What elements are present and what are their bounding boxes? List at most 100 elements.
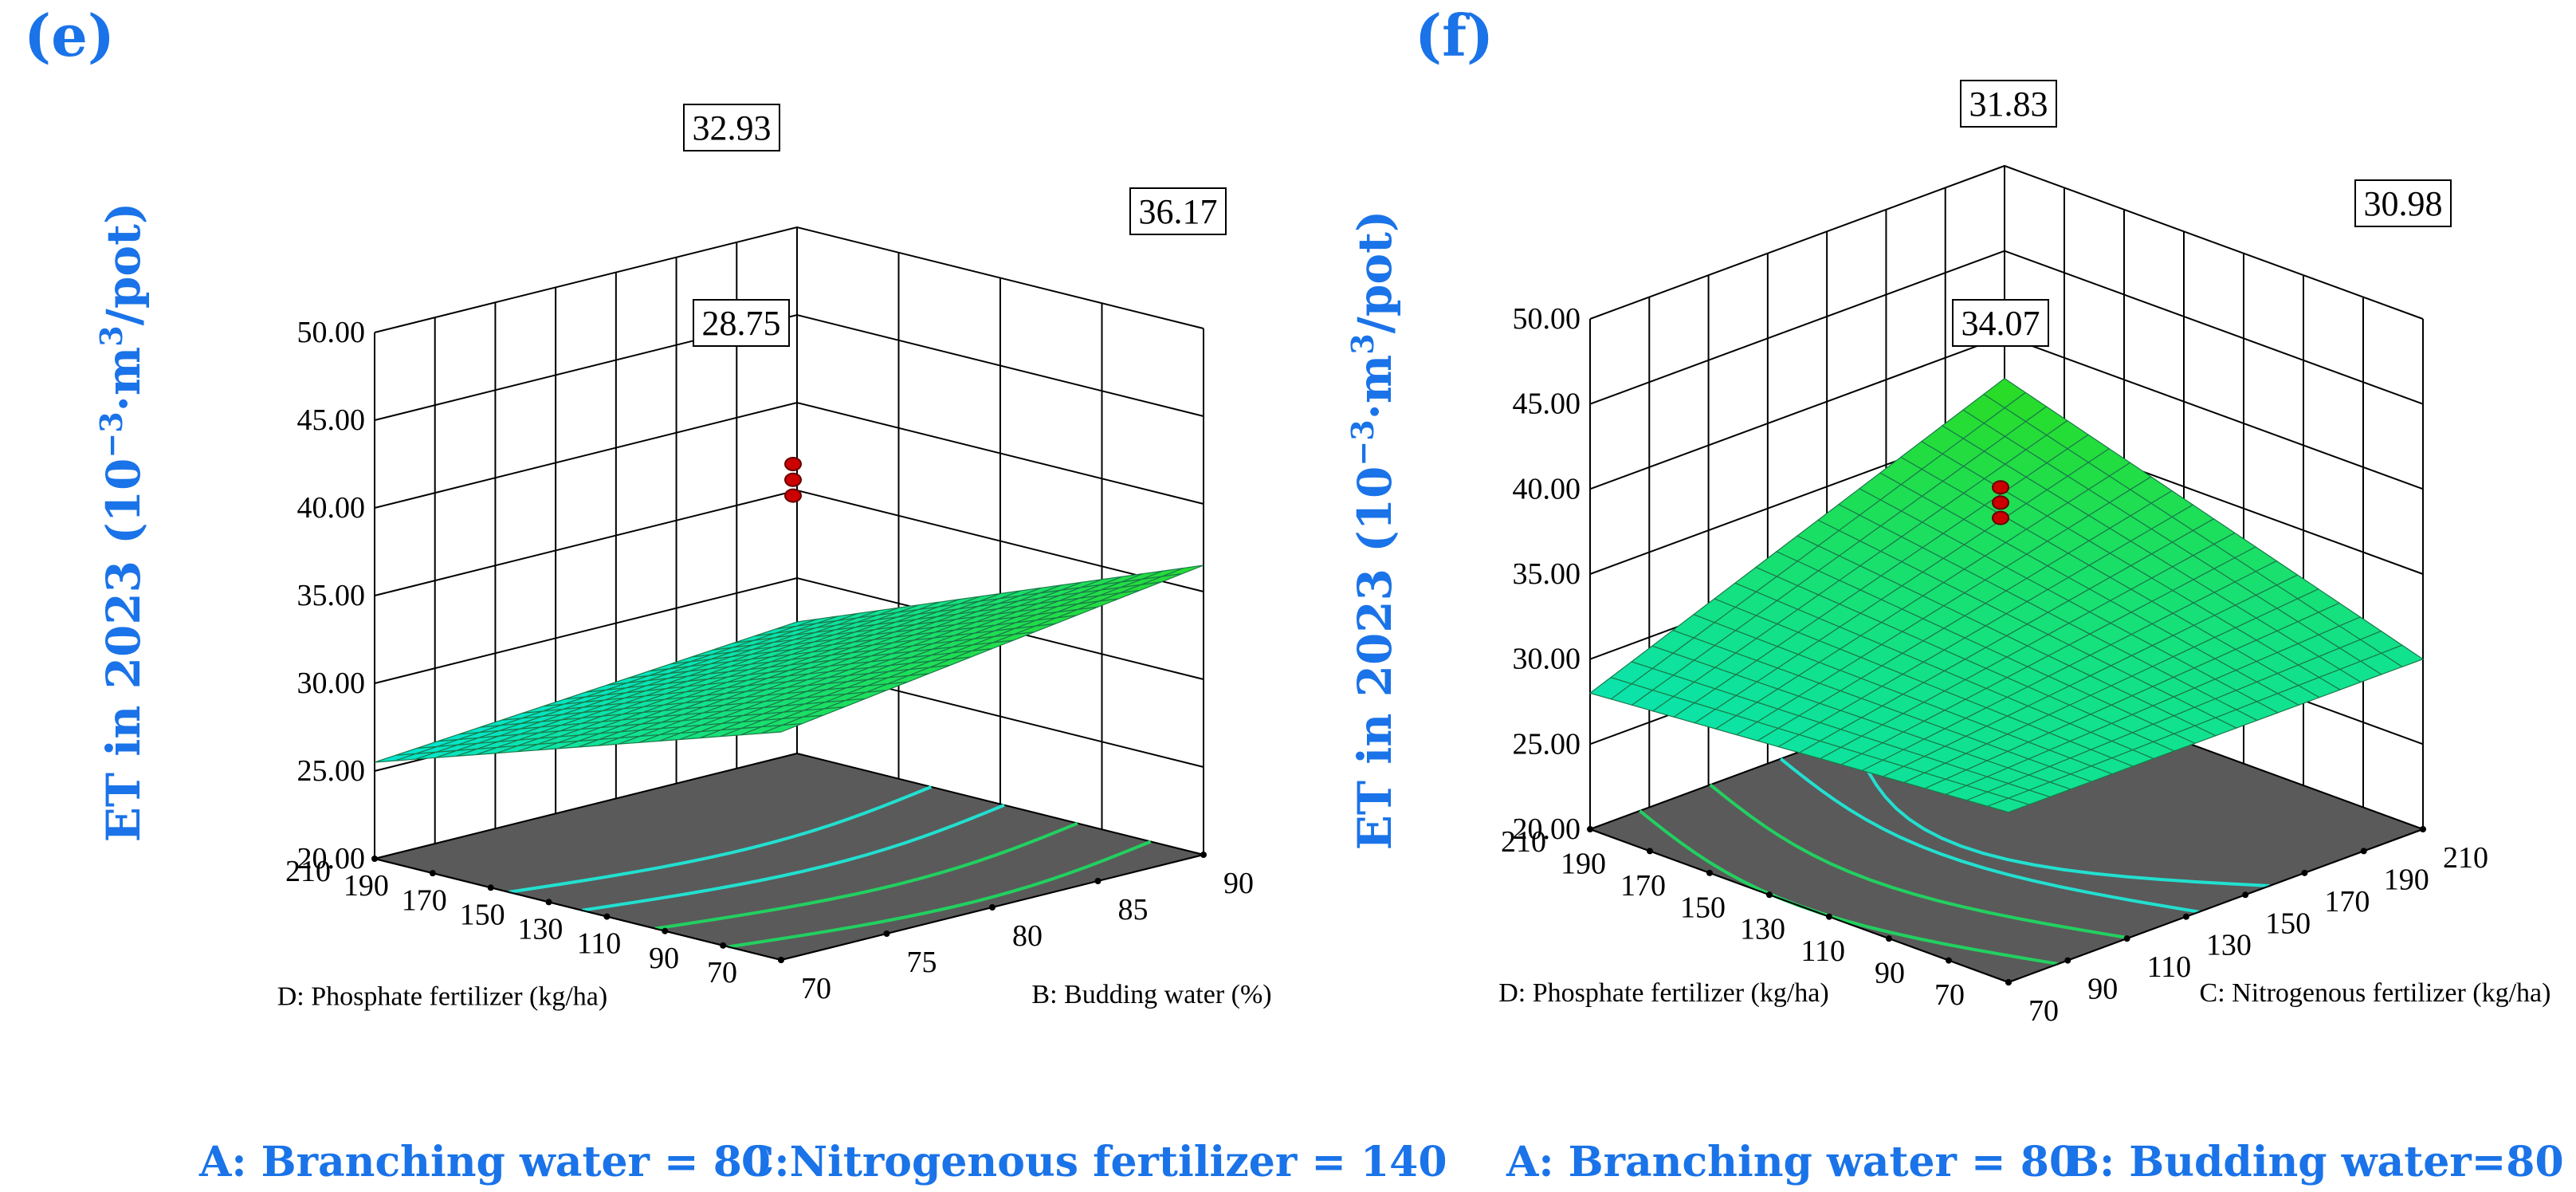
contour-line bbox=[1849, 732, 2270, 888]
left-tick-label: 210 bbox=[285, 855, 331, 888]
left-tick-label: 190 bbox=[1561, 847, 1606, 880]
z-tick-label: 35.00 bbox=[1513, 557, 1581, 591]
z-tick-label: 45.00 bbox=[1513, 387, 1581, 421]
grid-line bbox=[374, 313, 1204, 421]
callout-box bbox=[683, 104, 780, 151]
z-tick-label: 20.00 bbox=[1513, 812, 1581, 846]
design-point bbox=[784, 488, 802, 503]
right-axis-name: B: Budding water (%) bbox=[1031, 980, 1271, 1009]
left-tick-label: 150 bbox=[1680, 891, 1726, 924]
panel-label: (f) bbox=[1415, 2, 1494, 69]
z-tick-label: 50.00 bbox=[297, 316, 366, 349]
right-tick-label: 190 bbox=[2384, 863, 2429, 896]
right-tick-label: 70 bbox=[801, 972, 831, 1005]
left-tick bbox=[1826, 913, 1832, 920]
callout-box bbox=[1960, 80, 2057, 128]
right-tick-label: 80 bbox=[1012, 919, 1043, 953]
left-tick bbox=[545, 899, 552, 906]
left-tick-label: 150 bbox=[460, 898, 505, 931]
left-tick bbox=[1766, 891, 1773, 899]
right-tick-label: 170 bbox=[2324, 885, 2370, 919]
z-tick-label: 35.00 bbox=[297, 579, 366, 612]
z-tick-label: 20.00 bbox=[297, 842, 366, 875]
right-tick-label: 130 bbox=[2206, 929, 2252, 962]
left-tick bbox=[1946, 957, 1952, 964]
left-tick bbox=[1647, 848, 1653, 855]
left-tick bbox=[487, 884, 494, 891]
right-axis-name: C: Nitrogenous fertilizer (kg/ha) bbox=[2200, 978, 2551, 1008]
left-tick-label: 170 bbox=[402, 883, 447, 917]
left-tick-label: 110 bbox=[1800, 934, 1845, 968]
design-point bbox=[1992, 495, 2009, 510]
right-tick bbox=[778, 957, 784, 963]
grid-line bbox=[1589, 164, 2424, 320]
condition-label: C:Nitrogenous fertilizer = 140 bbox=[741, 1138, 1447, 1186]
left-tick-label: 130 bbox=[1740, 913, 1785, 946]
right-tick-label: 85 bbox=[1118, 893, 1149, 926]
left-tick-label: 70 bbox=[707, 956, 737, 989]
right-tick-label: 210 bbox=[2443, 841, 2488, 875]
left-tick-label: 110 bbox=[577, 927, 622, 961]
right-tick-label: 75 bbox=[907, 946, 937, 979]
callout-box bbox=[1129, 187, 1227, 235]
contour-line bbox=[654, 821, 1078, 930]
callout-value: 34.07 bbox=[1961, 304, 2040, 343]
callout-value: 32.93 bbox=[693, 108, 772, 148]
contour-line bbox=[581, 803, 1005, 912]
y-axis-label: ET in 2023 (10−3·m3/pot) bbox=[93, 203, 151, 843]
left-tick-label: 90 bbox=[1875, 957, 1905, 990]
contour-line bbox=[508, 785, 933, 894]
callout-value: 31.83 bbox=[1969, 85, 2048, 124]
panel-f: (f) ET in 2023 (10−3·m3/pot) 20.00 25.00 30.… bbox=[1345, 2, 2564, 1186]
y-axis-label: ET in 2023 (10−3·m3/pot) bbox=[1345, 210, 1402, 851]
right-tick bbox=[2064, 957, 2071, 964]
design-point bbox=[1992, 480, 2009, 495]
z-tick-label: 25.00 bbox=[297, 754, 366, 788]
left-tick-label: 190 bbox=[344, 869, 389, 903]
grid-line bbox=[374, 226, 1204, 333]
surface-cell bbox=[776, 618, 818, 630]
right-tick-label: 70 bbox=[2028, 994, 2059, 1028]
callout-box bbox=[1952, 299, 2049, 347]
surface-cell bbox=[1982, 377, 2027, 409]
right-tick bbox=[2420, 826, 2426, 832]
right-tick bbox=[1094, 878, 1101, 884]
contour-line bbox=[1779, 757, 2200, 914]
condition-label: B: Budding water=80 bbox=[2064, 1138, 2564, 1186]
left-tick bbox=[662, 927, 669, 934]
left-tick-label: 90 bbox=[649, 942, 679, 975]
left-axis bbox=[374, 858, 782, 961]
contour-line bbox=[1709, 783, 2130, 940]
z-tick-label: 50.00 bbox=[1513, 302, 1581, 336]
grid-line bbox=[374, 576, 1204, 684]
condition-label: A: Branching water = 80 bbox=[198, 1138, 771, 1186]
right-tick bbox=[1200, 852, 1207, 858]
design-point bbox=[784, 457, 802, 471]
right-tick bbox=[989, 904, 995, 911]
right-tick bbox=[2005, 979, 2012, 985]
grid-line bbox=[374, 401, 1204, 509]
callout-box bbox=[693, 299, 790, 347]
callout-value: 28.75 bbox=[702, 304, 781, 343]
right-tick bbox=[2301, 869, 2308, 876]
left-tick-label: 130 bbox=[517, 913, 563, 946]
right-tick bbox=[2360, 848, 2367, 855]
grid-line bbox=[1589, 250, 2424, 405]
right-tick-label: 150 bbox=[2265, 907, 2311, 940]
left-tick-label: 210 bbox=[1501, 825, 1546, 859]
left-tick bbox=[1886, 935, 1892, 942]
left-axis-name: D: Phosphate fertilizer (kg/ha) bbox=[277, 982, 607, 1012]
callout-box bbox=[2354, 179, 2452, 227]
left-tick-label: 170 bbox=[1620, 869, 1666, 903]
left-tick bbox=[1587, 826, 1593, 832]
left-tick-label: 70 bbox=[1934, 978, 1965, 1012]
left-tick bbox=[429, 870, 436, 877]
z-tick-label: 30.00 bbox=[1513, 643, 1581, 676]
right-tick bbox=[2182, 913, 2189, 920]
condition-label: A: Branching water = 80 bbox=[1506, 1138, 2078, 1186]
right-axis bbox=[2008, 828, 2424, 983]
right-tick bbox=[883, 930, 890, 937]
right-tick-label: 90 bbox=[2087, 973, 2118, 1006]
right-tick-label: 110 bbox=[2147, 950, 2192, 984]
